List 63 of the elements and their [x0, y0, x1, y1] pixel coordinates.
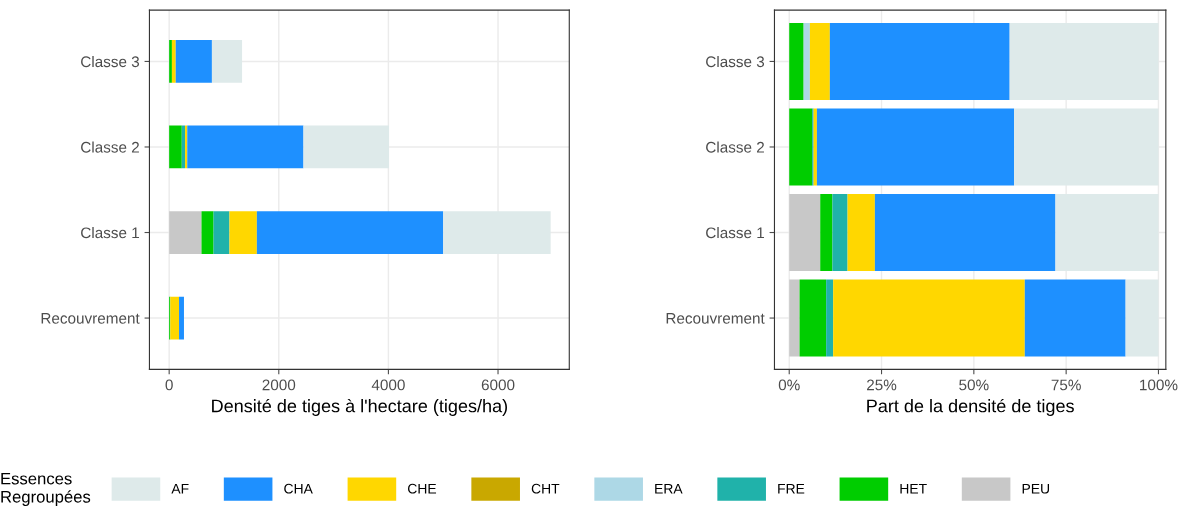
bar [789, 108, 813, 186]
bar [170, 296, 180, 340]
bar [826, 279, 834, 357]
bar [1024, 279, 1126, 357]
x-tick-label: 100% [1140, 379, 1178, 391]
bar [789, 279, 800, 357]
bar [833, 279, 1025, 357]
y-tick-label: Classe 3 [81, 55, 140, 68]
bar [213, 211, 230, 254]
x-tick-label: 50% [959, 379, 989, 391]
bar [1055, 194, 1159, 272]
bar [799, 279, 827, 357]
bar [803, 22, 810, 100]
legend-label: HET [900, 483, 927, 494]
bar [229, 211, 257, 254]
bar [175, 40, 212, 83]
legend-label: ERA [655, 483, 683, 494]
bar [847, 194, 875, 272]
x-tick-label: 0% [778, 379, 800, 391]
y-tick-label: Classe 2 [81, 141, 139, 153]
x-tick-label: 0 [165, 379, 173, 391]
bar [816, 108, 1015, 186]
y-tick-label: Classe 1 [81, 226, 139, 239]
bar [171, 40, 176, 83]
bar [1014, 108, 1159, 186]
legend-label: AF [171, 483, 189, 494]
legend-title: Essences Regroupées [1, 472, 91, 506]
y-tick-label: Classe 1 [706, 226, 764, 239]
x-tick-label: 4000 [371, 379, 405, 391]
x-tick-label: 75% [1051, 379, 1081, 391]
bar [820, 194, 833, 272]
legend-label: CHT [531, 483, 560, 494]
bar [789, 22, 804, 100]
bar [187, 125, 304, 169]
bar [211, 40, 243, 83]
bar [201, 211, 214, 254]
bar [832, 194, 848, 272]
x-tick-label: 2000 [262, 379, 296, 391]
x-axis-title: Densité de tiges à l'hectare (tiges/ha) [212, 398, 507, 416]
y-tick-label: Classe 2 [706, 141, 764, 153]
bar [443, 211, 551, 254]
y-tick-label: Classe 3 [706, 55, 765, 68]
legend-label: CHE [408, 483, 437, 494]
x-tick-label: 6000 [481, 379, 515, 391]
bar [1009, 22, 1159, 100]
bar [1125, 279, 1159, 357]
bar [169, 40, 172, 83]
bar [789, 194, 821, 272]
bar [809, 22, 830, 100]
legend-label: FRE [778, 483, 805, 494]
bar [169, 125, 182, 169]
bar [256, 211, 444, 254]
bar [829, 22, 1010, 100]
y-tick-label: Recouvrement [41, 313, 140, 324]
bar [303, 125, 389, 169]
x-axis-title: Part de la densité de tiges [867, 398, 1074, 416]
x-tick-label: 25% [867, 379, 897, 391]
legend-label: PEU [1022, 483, 1050, 494]
bar [179, 296, 184, 340]
legend-label: CHA [284, 483, 313, 494]
bar [874, 194, 1056, 272]
bar [169, 211, 202, 254]
y-tick-label: Recouvrement [666, 313, 765, 324]
